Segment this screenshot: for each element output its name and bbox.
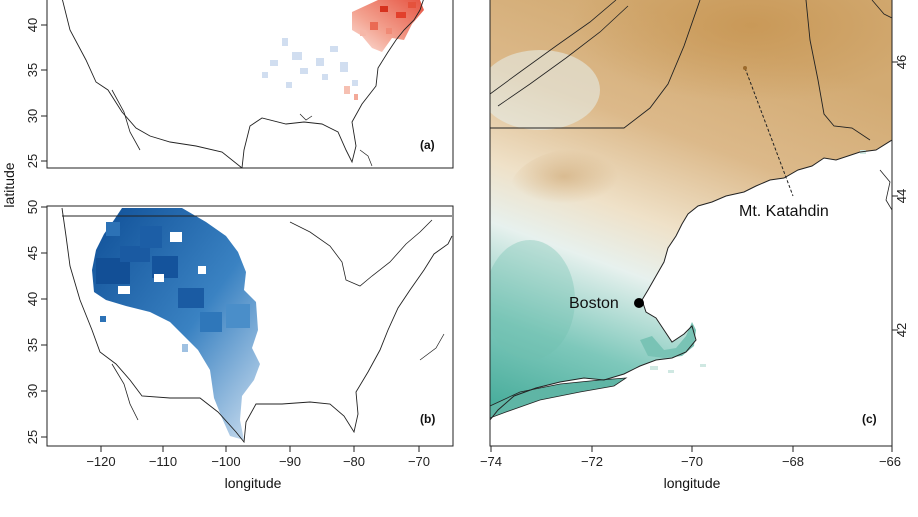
panel-a-us-outline bbox=[62, 0, 424, 168]
panel-c-xtick-label: −66 bbox=[879, 454, 901, 469]
boston-label: Boston bbox=[569, 295, 619, 312]
panel-b-ytick-label: 45 bbox=[25, 246, 40, 260]
panel-a-ytick-label: 40 bbox=[25, 18, 40, 32]
panel-c-tag: (c) bbox=[862, 412, 877, 426]
panel-b-ytick-label: 50 bbox=[25, 200, 40, 214]
panel-b-frame bbox=[46, 205, 454, 447]
boston-marker bbox=[634, 298, 644, 308]
katahdin-peak-marker bbox=[743, 66, 747, 70]
panel-a-frame bbox=[46, 0, 454, 169]
panel-b-xtick-label: −100 bbox=[211, 454, 240, 469]
panel-b-us-outline bbox=[61, 207, 453, 444]
panel-c-border-quebec bbox=[490, 0, 701, 129]
panel-b-x-axis: −120 −110 −100 −90 −80 −70 longitude bbox=[86, 446, 430, 491]
panel-b-ytick-label: 30 bbox=[25, 384, 40, 398]
panel-c-xaxis-title: longitude bbox=[664, 475, 721, 491]
panel-c-xtick-label: −70 bbox=[681, 454, 703, 469]
panel-c-border-maine-nb bbox=[805, 0, 871, 141]
panel-c-xtick-label: −74 bbox=[480, 454, 502, 469]
panel-c-ytick-label: 46 bbox=[894, 55, 909, 69]
panel-b-xaxis-title: longitude bbox=[225, 475, 282, 491]
panel-a-ytick-label: 25 bbox=[25, 154, 40, 168]
panel-b-ytick-label: 35 bbox=[25, 338, 40, 352]
panel-b-y-axis: 50 45 40 35 30 25 bbox=[25, 200, 47, 444]
panel-a: 40 35 30 25 (a) bbox=[25, 0, 454, 169]
katahdin-label: Mt. Katahdin bbox=[739, 203, 829, 220]
panel-b-ytick-label: 25 bbox=[25, 430, 40, 444]
panel-a-ytick-label: 35 bbox=[25, 63, 40, 77]
panel-b-xtick-label: −70 bbox=[408, 454, 430, 469]
panel-a-y-axis: 40 35 30 25 bbox=[25, 18, 47, 168]
panel-b-xtick-label: −90 bbox=[279, 454, 301, 469]
panel-c-ytick-label: 44 bbox=[894, 189, 909, 203]
panel-a-blue-speckles bbox=[262, 38, 358, 88]
panel-a-red-anomaly-cluster bbox=[352, 0, 424, 52]
panel-c-x-axis: −74 −72 −70 −68 −66 longitude bbox=[480, 446, 901, 491]
panel-c-ytick-label: 42 bbox=[894, 323, 909, 337]
panel-c-xtick-label: −68 bbox=[782, 454, 804, 469]
panel-c-frame bbox=[489, 0, 893, 447]
panel-a-ytick-label: 30 bbox=[25, 109, 40, 123]
panel-b-blue-field bbox=[92, 208, 260, 440]
panel-b-tag: (b) bbox=[420, 412, 435, 426]
panel-c: Boston Mt. Katahdin −74 −72 −70 −68 −66 … bbox=[480, 0, 909, 491]
panel-b: 50 45 40 35 30 25 −120 −110 −100 −90 −80… bbox=[25, 200, 454, 491]
panel-c-coastline bbox=[490, 139, 892, 421]
katahdin-leader-line bbox=[744, 67, 794, 197]
panel-b-xtick-label: −110 bbox=[149, 454, 177, 469]
y-axis-title: latitude bbox=[1, 162, 17, 207]
panel-b-xtick-label: −120 bbox=[86, 454, 115, 469]
panel-b-ytick-label: 40 bbox=[25, 292, 40, 306]
panel-c-st-lawrence bbox=[490, 0, 629, 107]
panel-c-y-axis-right: 46 44 42 bbox=[892, 55, 909, 337]
panel-b-xtick-label: −80 bbox=[343, 454, 365, 469]
panel-a-tag: (a) bbox=[420, 138, 435, 152]
panel-c-xtick-label: −72 bbox=[581, 454, 603, 469]
